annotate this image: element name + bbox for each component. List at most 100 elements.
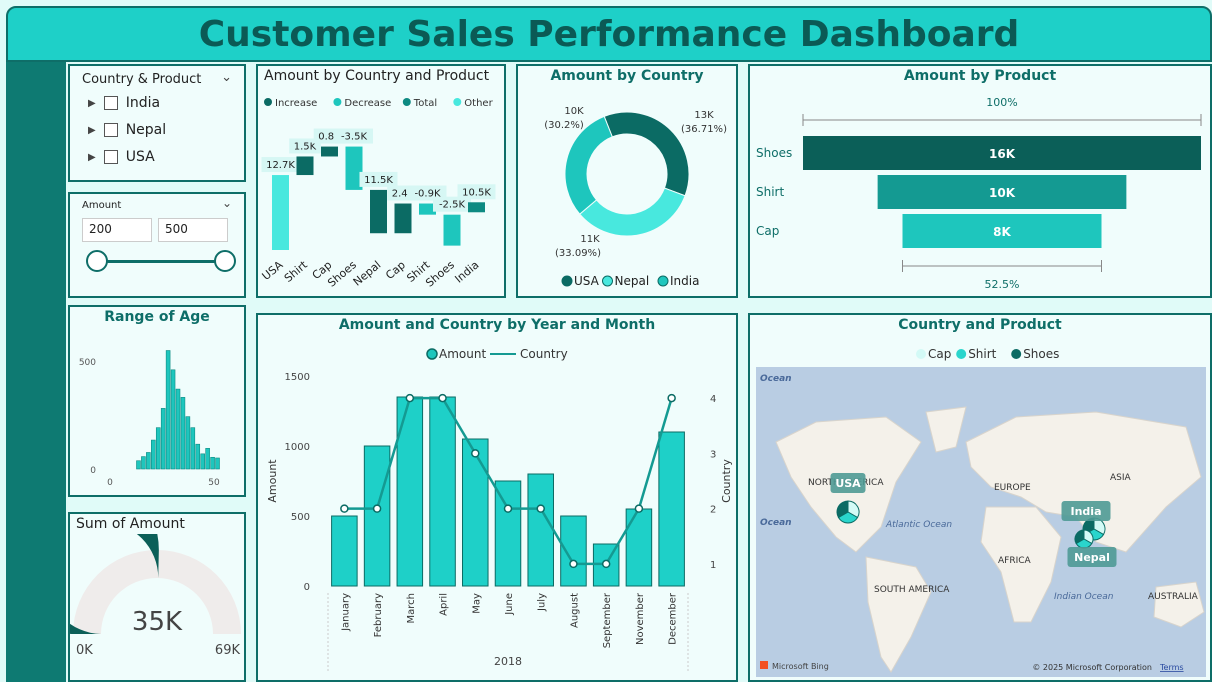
land-africa: [980, 506, 1062, 623]
legend-label: Nepal: [615, 274, 650, 288]
funnel-value: 16K: [989, 147, 1016, 161]
amount-bar: [658, 431, 685, 587]
amount-slicer-title: Amount: [82, 200, 122, 211]
chevron-down-icon[interactable]: ⌄: [221, 70, 232, 85]
waterfall-label: 11.5K: [364, 175, 393, 186]
map-attribution: © 2025 Microsoft Corporation: [1032, 663, 1152, 672]
legend-label: Country: [520, 347, 568, 361]
country-point: [438, 393, 447, 403]
legend-label: Decrease: [344, 98, 391, 109]
amount-min-handle[interactable]: [86, 250, 108, 272]
x-tick-label: August: [569, 593, 580, 628]
age-bar: [180, 397, 186, 470]
legend-label: Amount: [439, 347, 486, 361]
waterfall-category: Cap: [383, 258, 408, 282]
waterfall-chart: Increase Decrease Total Other 12.7K USA 1.5K Sh…: [260, 98, 496, 290]
legend-label: Total: [413, 98, 437, 109]
legend-marker: [956, 349, 967, 359]
donut-slice: [564, 115, 613, 215]
checkbox[interactable]: [103, 150, 118, 164]
checkbox[interactable]: [103, 96, 118, 110]
x-tick-label: November: [635, 592, 646, 645]
y-tick-label: 500: [291, 512, 310, 523]
legend-marker: [602, 275, 613, 287]
age-histogram: 500 0 0 50: [79, 350, 220, 488]
slicer-item-india[interactable]: ▶ India: [88, 92, 160, 114]
funnel-value: 10K: [989, 186, 1016, 200]
amount-max-input[interactable]: 500: [158, 218, 228, 242]
chevron-down-icon[interactable]: ⌄: [221, 196, 232, 210]
country-point: [405, 393, 415, 403]
waterfall-label-bg: [457, 184, 496, 200]
waterfall-label: -3.5K: [341, 132, 368, 143]
legend-label: India: [670, 274, 699, 288]
age-ytick: 0: [90, 466, 96, 476]
age-xtick: 0: [107, 478, 113, 488]
x-tick-label: February: [373, 593, 384, 637]
x-tick-label: June: [504, 593, 515, 616]
waterfall-bar: [321, 146, 338, 157]
slicer-item-usa[interactable]: ▶ USA: [88, 146, 155, 168]
y2-tick-label: 1: [710, 560, 716, 571]
slicer-item-label: Nepal: [125, 122, 167, 138]
expand-arrow-icon[interactable]: ▶: [88, 151, 96, 163]
donut-slice: [603, 111, 690, 197]
amount-max-handle[interactable]: [214, 250, 236, 272]
gauge-track: [73, 550, 241, 634]
legend-marker: [1011, 349, 1022, 359]
legend-marker: [426, 348, 438, 360]
slicer-item-nepal[interactable]: ▶ Nepal: [88, 119, 166, 141]
funnel-value: 8K: [993, 225, 1011, 239]
age-bar: [155, 427, 161, 470]
waterfall-label-bg: [289, 138, 321, 154]
amount-bar: [331, 515, 358, 587]
expand-arrow-icon[interactable]: ▶: [88, 97, 96, 109]
amount-min-input[interactable]: 200: [82, 218, 152, 242]
country-point: [536, 504, 545, 513]
funnel-bar: [877, 175, 1127, 209]
map-pie-usa: [836, 500, 849, 519]
funnel-top-pct: 100%: [986, 96, 1017, 109]
funnel-category: Cap: [756, 224, 779, 238]
y-tick-label: 1000: [285, 442, 310, 453]
land-greenland: [925, 406, 967, 453]
y-tick-label: 0: [304, 582, 310, 593]
x-tick-label: March: [406, 593, 417, 623]
waterfall-bar: [419, 203, 436, 215]
legend-label: USA: [574, 274, 600, 288]
waterfall-category: Nepal: [351, 258, 384, 288]
funnel-category: Shirt: [756, 185, 784, 199]
country-point: [503, 504, 513, 513]
waterfall-bar: [394, 203, 412, 234]
y2-axis-label: Country: [720, 459, 733, 503]
funnel-bar: [902, 214, 1102, 248]
x-tick-label: May: [471, 593, 482, 614]
waterfall-label: 0.8K: [318, 132, 341, 143]
funnel-panel: Amount by Product 100% 16K Shoes 10K Shirt 8K…: [748, 64, 1212, 298]
checkbox[interactable]: [103, 123, 118, 137]
age-bar: [195, 443, 201, 470]
waterfall-bar: [443, 214, 461, 246]
waterfall-label: 12.7K: [266, 160, 295, 171]
map-chart[interactable]: Cap Shirt Shoes Ocean Ocean Atlantic Ocean Ind…: [750, 335, 1210, 682]
gauge-min: 0K: [76, 643, 93, 658]
expand-arrow-icon[interactable]: ▶: [88, 124, 96, 136]
legend-marker: [453, 98, 462, 106]
donut-label: 11K: [580, 234, 600, 245]
map-title: Country and Product: [898, 317, 1062, 333]
waterfall-bar: [370, 189, 387, 234]
age-bar: [190, 427, 196, 470]
waterfall-label-bg: [335, 128, 373, 144]
gauge-title: Sum of Amount: [76, 516, 185, 532]
legend-marker: [402, 98, 411, 106]
x-tick-label: December: [668, 592, 679, 645]
amount-bar: [527, 473, 554, 587]
x-tick-label: January: [340, 593, 351, 632]
donut-pct: (33.09%): [555, 248, 601, 259]
amount-range-track: [96, 260, 218, 263]
country-point: [569, 559, 578, 569]
x-tick-label: April: [439, 593, 450, 616]
map-pie-nepal: [1074, 529, 1085, 545]
waterfall-label: 2.4K: [392, 189, 415, 200]
age-bar: [215, 457, 220, 470]
